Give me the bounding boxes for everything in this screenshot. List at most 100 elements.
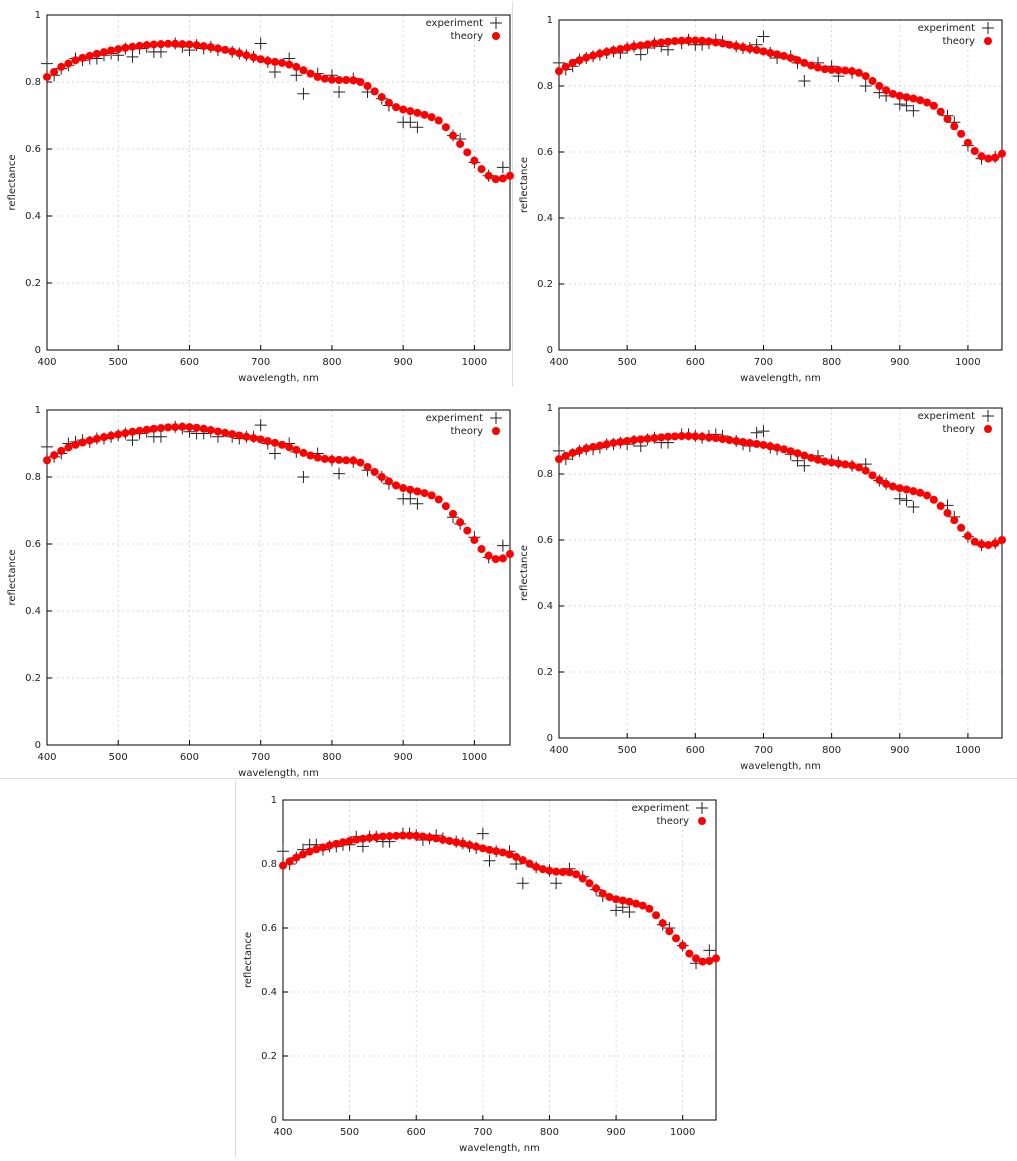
theory-point bbox=[370, 87, 379, 96]
plot-frame bbox=[46, 409, 511, 746]
y-tick-label: 1 bbox=[35, 10, 41, 21]
theory-point bbox=[916, 96, 925, 105]
theory-point bbox=[498, 848, 507, 857]
theory-point bbox=[441, 123, 450, 132]
plot-frame bbox=[558, 19, 1003, 351]
theory-point bbox=[114, 45, 123, 54]
theory-point bbox=[698, 36, 707, 45]
theory-point bbox=[121, 429, 130, 438]
experiment-point bbox=[404, 492, 417, 505]
theory-point bbox=[345, 836, 354, 845]
theory-point bbox=[854, 68, 863, 77]
x-tick-label: 700 bbox=[251, 357, 270, 368]
legend-label: experiment bbox=[426, 413, 484, 424]
theory-point bbox=[498, 554, 507, 563]
theory-point bbox=[477, 545, 486, 554]
y-tick-label: 0.8 bbox=[25, 77, 41, 88]
experiment-point bbox=[623, 906, 636, 918]
theory-point bbox=[977, 152, 986, 161]
legend-marker bbox=[982, 22, 994, 34]
theory-point bbox=[463, 148, 472, 157]
theory-point bbox=[279, 861, 287, 870]
experiment-point bbox=[41, 57, 53, 70]
theory-point bbox=[568, 448, 577, 457]
theory-point bbox=[813, 455, 822, 464]
theory-point bbox=[618, 896, 627, 905]
theory-point bbox=[292, 853, 301, 862]
theory-point bbox=[882, 479, 891, 488]
theory-point bbox=[85, 51, 94, 60]
x-tick-label: 800 bbox=[822, 745, 841, 756]
x-tick-label: 800 bbox=[322, 752, 341, 763]
theory-point bbox=[299, 66, 308, 75]
theory-point bbox=[356, 458, 365, 467]
theory-point bbox=[854, 463, 863, 472]
theory-point bbox=[78, 438, 87, 447]
theory-point bbox=[998, 149, 1006, 158]
theory-point bbox=[71, 440, 80, 449]
y-tick-label: 0.6 bbox=[25, 539, 41, 550]
x-axis-label: wavelength, nm bbox=[238, 373, 319, 384]
theory-point bbox=[372, 833, 381, 842]
theory-point bbox=[718, 435, 727, 444]
theory-point bbox=[491, 555, 500, 564]
theory-point bbox=[270, 57, 279, 66]
legend-label: theory bbox=[942, 36, 975, 47]
x-tick-label: 900 bbox=[394, 357, 413, 368]
theory-point bbox=[561, 62, 570, 71]
theory-point bbox=[425, 833, 434, 842]
theory-point bbox=[441, 502, 450, 511]
experiment-point bbox=[757, 425, 770, 438]
theory-point bbox=[623, 437, 632, 445]
theory-point bbox=[399, 484, 408, 493]
theory-point bbox=[585, 879, 594, 888]
legend-marker bbox=[984, 425, 992, 433]
theory-point bbox=[335, 455, 344, 464]
theory-point bbox=[705, 956, 714, 965]
x-tick-label: 400 bbox=[549, 357, 568, 368]
theory-point bbox=[638, 901, 647, 910]
theory-point bbox=[582, 444, 591, 453]
theory-point bbox=[434, 495, 443, 504]
theory-point bbox=[766, 442, 775, 451]
theory-point bbox=[739, 437, 748, 446]
theory-point bbox=[882, 86, 891, 95]
theory-point bbox=[278, 58, 287, 67]
chart-panel: 0 0.2 0.4 0.6 0.8 1 400 500 600 700 800 900 1000 wave… bbox=[519, 15, 1006, 384]
theory-point bbox=[458, 839, 467, 848]
theory-point bbox=[114, 430, 123, 439]
theory-point bbox=[470, 535, 479, 544]
theory-point bbox=[213, 44, 222, 53]
x-tick-label: 600 bbox=[686, 745, 705, 756]
theory-point bbox=[552, 867, 561, 876]
y-tick-label: 0 bbox=[547, 733, 553, 744]
x-axis-label: wavelength, nm bbox=[740, 373, 821, 384]
theory-point bbox=[665, 927, 674, 936]
series bbox=[43, 422, 514, 564]
theory-point bbox=[338, 838, 347, 847]
theory-point bbox=[491, 175, 500, 184]
chart-panel: 0 0.2 0.4 0.6 0.8 1 400 500 600 700 800 900 1000 wave… bbox=[519, 403, 1006, 772]
theory-point bbox=[392, 103, 401, 112]
y-tick-label: 0.2 bbox=[537, 667, 553, 678]
theory-point bbox=[349, 456, 358, 465]
theory-point bbox=[875, 475, 884, 484]
theory-point bbox=[691, 432, 700, 441]
theory-point bbox=[658, 919, 667, 928]
theory-point bbox=[704, 433, 713, 442]
theory-point bbox=[512, 852, 521, 861]
theory-point bbox=[786, 447, 795, 456]
theory-point bbox=[950, 516, 959, 525]
experiment-point bbox=[404, 116, 417, 129]
theory-point bbox=[936, 107, 945, 116]
x-tick-label: 600 bbox=[407, 1127, 426, 1138]
theory-point bbox=[672, 934, 681, 943]
theory-point bbox=[632, 899, 641, 908]
theory-point bbox=[378, 832, 387, 841]
x-tick-label: 900 bbox=[394, 752, 413, 763]
series bbox=[279, 831, 720, 966]
x-tick-label: 700 bbox=[473, 1127, 492, 1138]
theory-point bbox=[984, 540, 993, 549]
theory-point bbox=[602, 440, 611, 449]
theory-point bbox=[249, 53, 258, 62]
